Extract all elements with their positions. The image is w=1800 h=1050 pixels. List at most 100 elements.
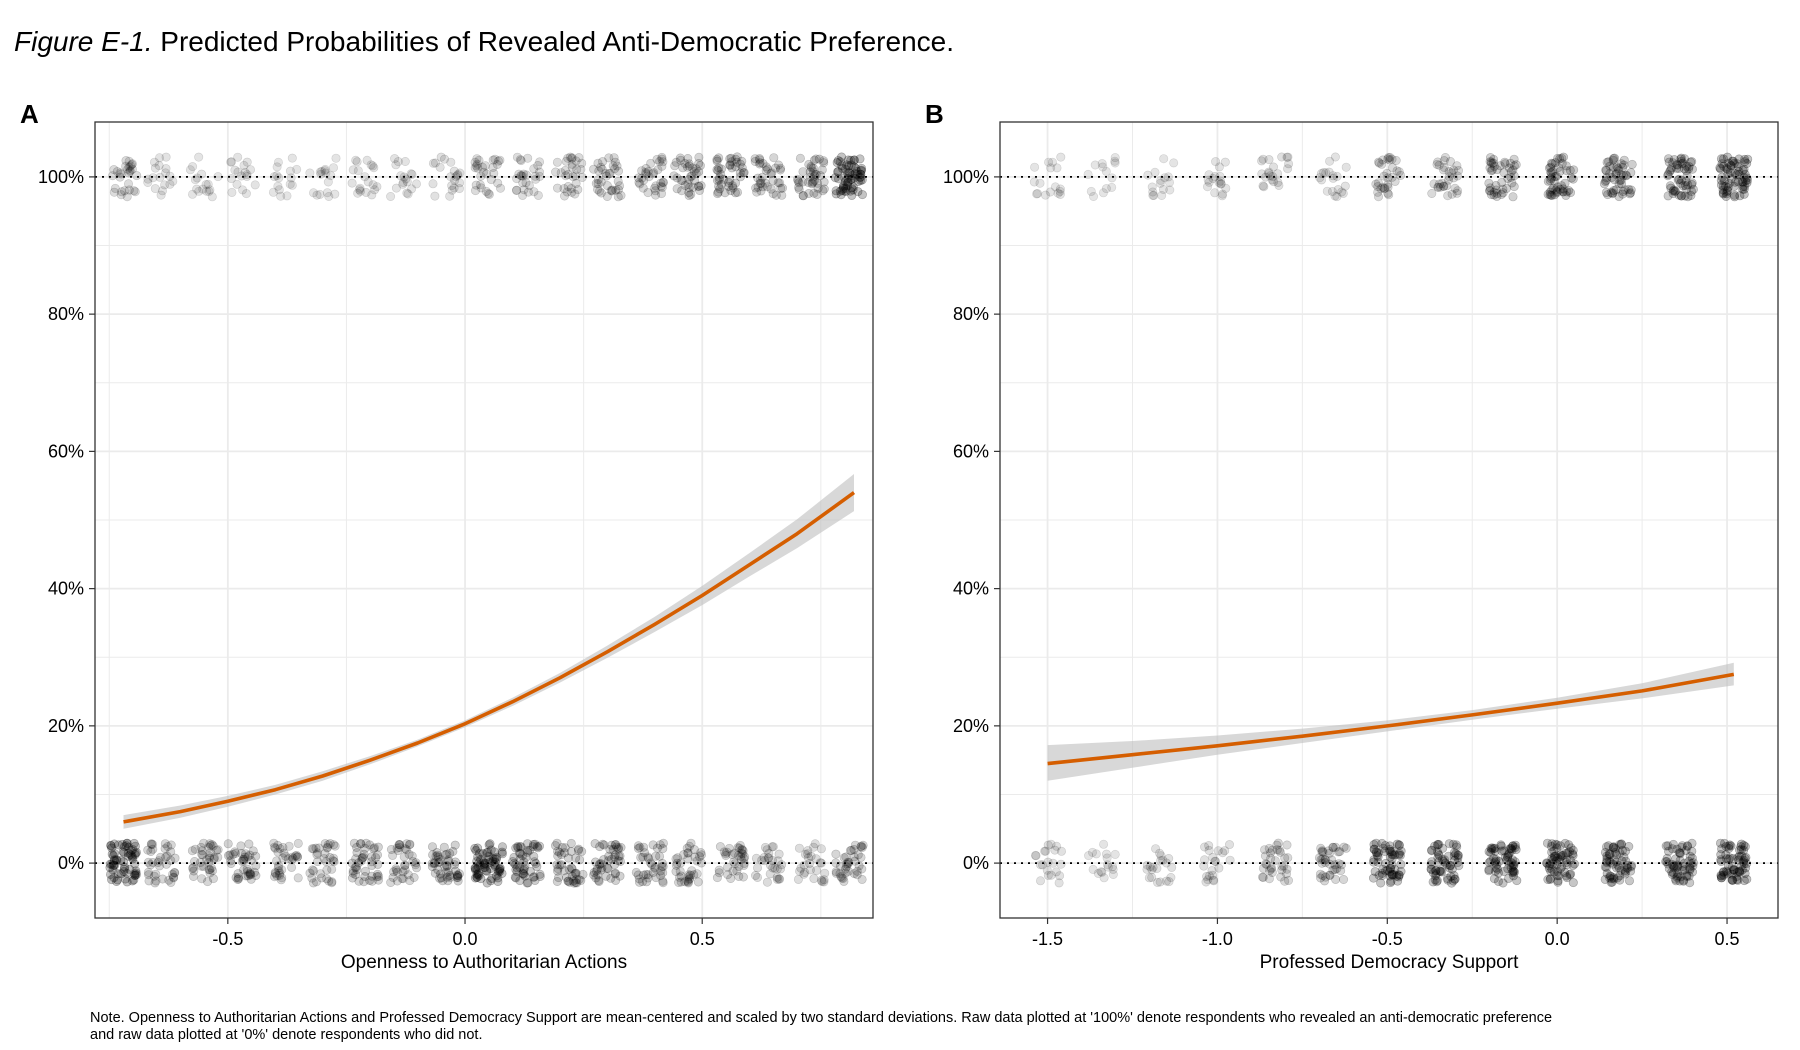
raw-point-bottom	[1510, 842, 1520, 852]
raw-point-top	[1443, 191, 1453, 201]
raw-point-bottom	[671, 854, 681, 864]
raw-point-bottom	[1325, 859, 1335, 869]
raw-point-top	[1725, 167, 1735, 177]
raw-point-top	[845, 186, 855, 196]
raw-point-top	[806, 162, 816, 172]
raw-point-top	[192, 173, 202, 183]
raw-point-top	[402, 188, 412, 198]
raw-point-top	[1259, 182, 1269, 192]
raw-point-top	[330, 189, 340, 199]
raw-point-top	[1330, 191, 1340, 201]
raw-point-top	[123, 164, 133, 174]
raw-point-top	[1258, 154, 1268, 164]
y-tick-label: 80%	[953, 304, 989, 324]
raw-point-bottom	[1556, 850, 1566, 860]
raw-point-top	[1605, 169, 1615, 179]
raw-point-bottom	[107, 859, 117, 869]
raw-point-top	[1439, 156, 1449, 166]
raw-point-bottom	[1394, 840, 1404, 850]
raw-point-bottom	[1487, 843, 1497, 853]
raw-point-bottom	[160, 844, 170, 854]
raw-point-bottom	[857, 864, 867, 874]
raw-point-bottom	[651, 851, 661, 861]
raw-point-bottom	[856, 841, 866, 851]
raw-point-bottom	[571, 868, 581, 878]
raw-point-bottom	[736, 852, 746, 862]
raw-point-top	[1340, 181, 1350, 191]
raw-point-bottom	[1604, 849, 1614, 859]
raw-point-bottom	[1607, 874, 1617, 884]
raw-data-points	[1029, 152, 1753, 888]
raw-point-top	[688, 182, 698, 192]
raw-point-top	[798, 191, 808, 201]
raw-point-bottom	[712, 873, 722, 883]
raw-point-bottom	[1504, 873, 1514, 883]
raw-point-top	[1506, 172, 1516, 182]
raw-point-bottom	[1733, 852, 1743, 862]
raw-point-bottom	[126, 850, 136, 860]
raw-point-bottom	[1438, 843, 1448, 853]
raw-point-bottom	[441, 867, 451, 877]
raw-point-bottom	[1504, 848, 1514, 858]
raw-point-top	[678, 163, 688, 173]
raw-point-top	[484, 189, 494, 199]
raw-point-top	[226, 157, 236, 167]
raw-point-top	[1676, 178, 1686, 188]
raw-point-bottom	[251, 870, 261, 880]
raw-point-top	[838, 182, 848, 192]
raw-point-bottom	[722, 862, 732, 872]
raw-point-top	[1608, 155, 1618, 165]
raw-point-top	[109, 165, 119, 175]
raw-point-top	[1485, 183, 1495, 193]
raw-point-bottom	[1548, 855, 1558, 865]
raw-point-top	[803, 177, 813, 187]
raw-point-bottom	[1673, 871, 1683, 881]
raw-point-bottom	[204, 842, 214, 852]
raw-point-bottom	[671, 860, 681, 870]
raw-point-bottom	[162, 851, 172, 861]
raw-point-bottom	[110, 849, 120, 859]
raw-point-bottom	[1390, 850, 1400, 860]
raw-point-bottom	[1662, 853, 1672, 863]
raw-point-bottom	[768, 863, 778, 873]
raw-point-top	[1740, 154, 1750, 164]
raw-point-top	[1159, 154, 1169, 164]
raw-point-bottom	[571, 877, 581, 887]
raw-point-top	[754, 154, 764, 164]
raw-point-bottom	[445, 872, 455, 882]
raw-point-bottom	[1323, 846, 1333, 856]
raw-point-bottom	[722, 847, 732, 857]
raw-point-bottom	[673, 853, 683, 863]
raw-point-bottom	[1737, 865, 1747, 875]
raw-point-bottom	[130, 869, 140, 879]
raw-point-top	[188, 189, 198, 199]
raw-point-bottom	[1430, 875, 1440, 885]
raw-point-top	[1667, 163, 1677, 173]
raw-point-top	[1717, 180, 1727, 190]
raw-point-bottom	[1258, 863, 1268, 873]
raw-point-bottom	[168, 869, 178, 879]
raw-point-bottom	[738, 846, 748, 856]
raw-point-top	[1734, 167, 1744, 177]
raw-point-bottom	[683, 878, 693, 888]
raw-point-bottom	[405, 840, 415, 850]
raw-point-bottom	[616, 842, 626, 852]
raw-point-bottom	[1427, 845, 1437, 855]
raw-point-bottom	[685, 873, 695, 883]
raw-point-bottom	[734, 871, 744, 881]
raw-point-top	[856, 166, 866, 176]
raw-point-bottom	[440, 861, 450, 871]
figure-title-text: Predicted Probabilities of Revealed Anti…	[160, 26, 955, 57]
raw-point-bottom	[852, 866, 862, 876]
raw-point-bottom	[435, 857, 445, 867]
raw-point-bottom	[857, 874, 867, 884]
raw-point-top	[1216, 179, 1226, 189]
raw-point-top	[714, 181, 724, 191]
raw-point-top	[1545, 190, 1555, 200]
raw-point-bottom	[108, 865, 118, 875]
raw-point-top	[727, 157, 737, 167]
raw-point-bottom	[1036, 860, 1046, 870]
raw-point-bottom	[1321, 872, 1331, 882]
raw-point-bottom	[156, 852, 166, 862]
raw-point-bottom	[128, 854, 138, 864]
